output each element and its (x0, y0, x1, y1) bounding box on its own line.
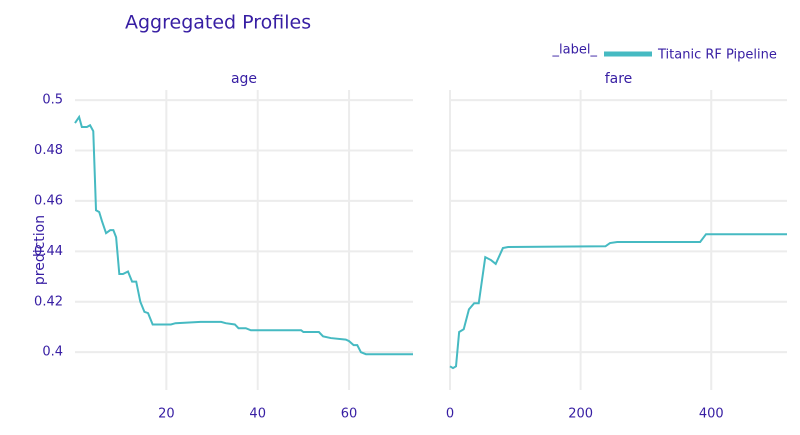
x-tick-label: 20 (158, 407, 175, 422)
y-tick-label: 0.44 (34, 244, 63, 259)
x-tick-label: 60 (341, 407, 358, 422)
x-tick-label: 0 (446, 407, 454, 422)
y-tick-label: 0.5 (42, 93, 63, 108)
line (449, 233, 787, 370)
panel-title: fare (605, 71, 633, 87)
y-tick-label: 0.46 (34, 193, 63, 208)
x-tick-label: 200 (568, 407, 593, 422)
line (74, 114, 413, 356)
x-tick-label: 400 (699, 407, 724, 422)
x-tick-label: 40 (249, 407, 266, 422)
legend-title: _label_ (552, 43, 598, 58)
panel-title: age (231, 71, 257, 87)
chart-title: Aggregated Profiles (125, 12, 311, 34)
y-tick-label: 0.4 (42, 345, 63, 360)
legend-label: Titanic RF Pipeline (657, 48, 777, 63)
y-axis-label: prediction (32, 215, 48, 285)
y-tick-label: 0.48 (34, 143, 63, 158)
y-tick-label: 0.42 (34, 294, 63, 309)
